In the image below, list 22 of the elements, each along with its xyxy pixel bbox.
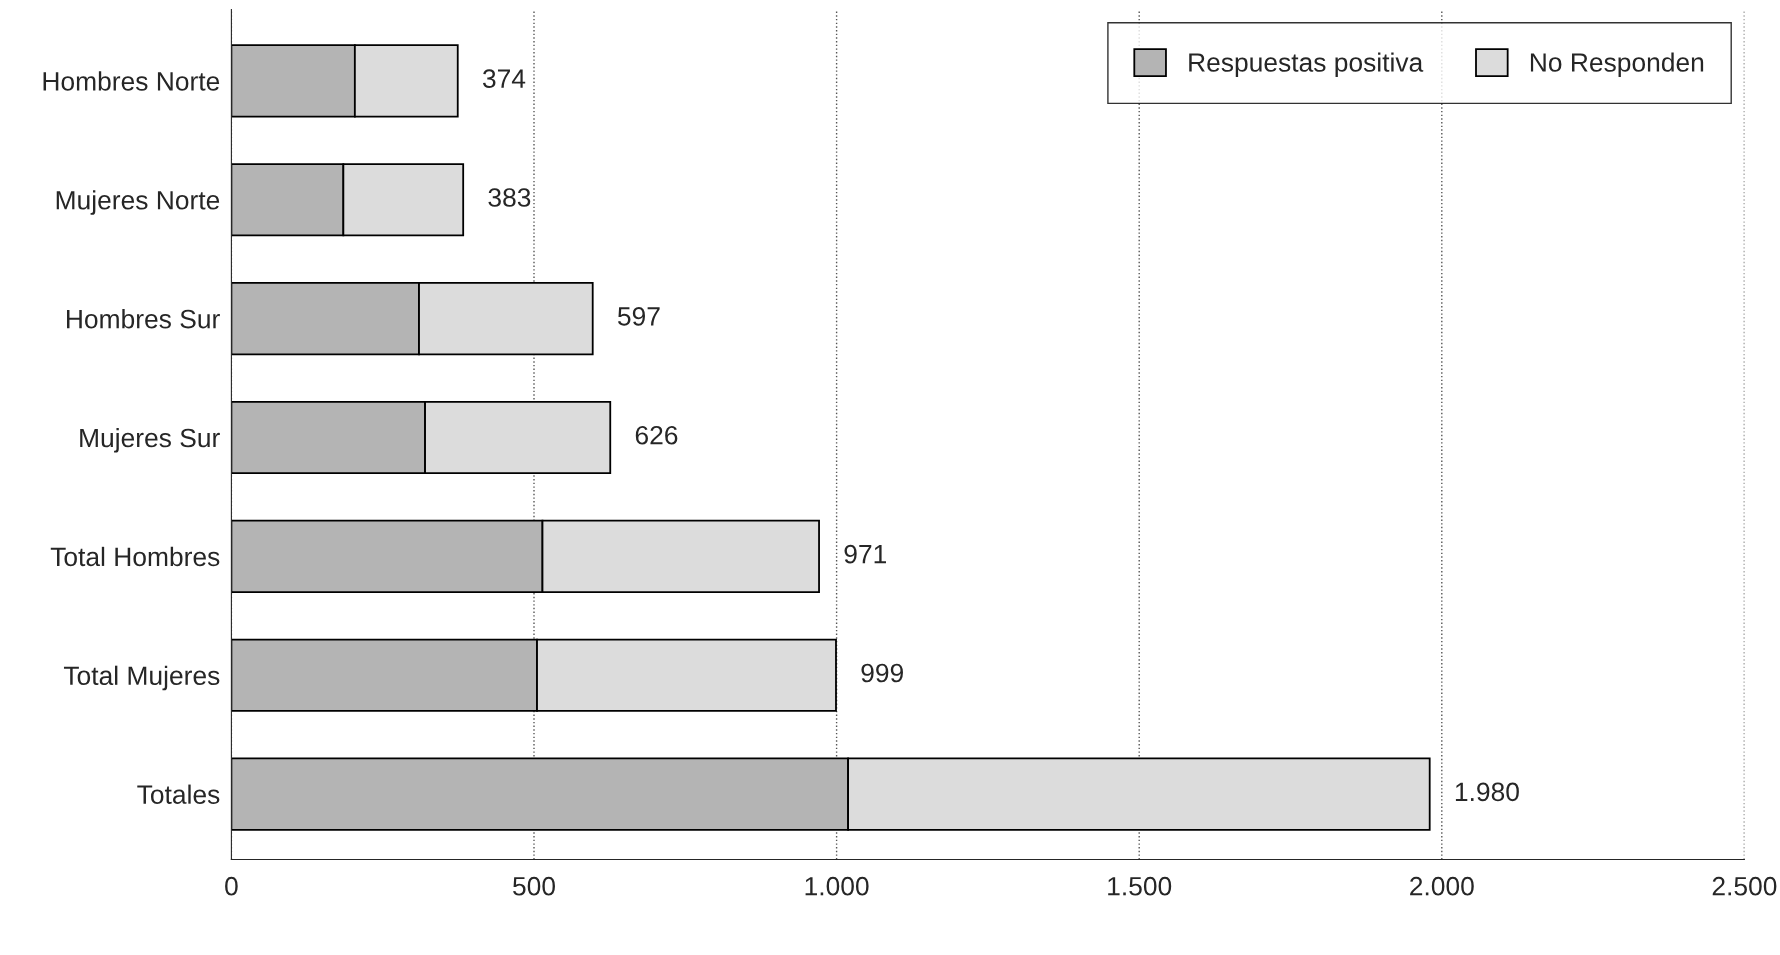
x-tick-label: 1.000 (805, 876, 869, 896)
y-tick-label: Mujeres Norte (56, 190, 220, 215)
total-label: 1.980 (1455, 782, 1519, 802)
y-tick-label: Mujeres Sur (80, 427, 220, 453)
y-tick-label: Hombres Sur (67, 309, 220, 329)
total-label: 971 (844, 544, 886, 564)
x-tick-label: 0 (225, 876, 238, 896)
total-label: 626 (635, 425, 678, 445)
total-label: 383 (488, 188, 531, 207)
x-tick-label: 500 (513, 876, 555, 896)
total-label: 374 (482, 69, 526, 88)
legend-label: Respuestas positiva (1189, 52, 1424, 78)
y-tick-label: Total Mujeres (63, 665, 220, 691)
x-tick-label: 2.000 (1410, 876, 1474, 896)
legend-label: No Responden (1530, 52, 1704, 78)
y-tick-label: Hombres Norte (43, 71, 220, 91)
y-tick-label: Totales (137, 784, 220, 804)
total-label: 597 (617, 307, 660, 326)
y-tick-label: Total Hombres (50, 546, 220, 567)
x-tick-label: 1.500 (1108, 876, 1172, 896)
total-label: 999 (861, 663, 903, 683)
x-tick-label: 2.500 (1712, 876, 1777, 896)
